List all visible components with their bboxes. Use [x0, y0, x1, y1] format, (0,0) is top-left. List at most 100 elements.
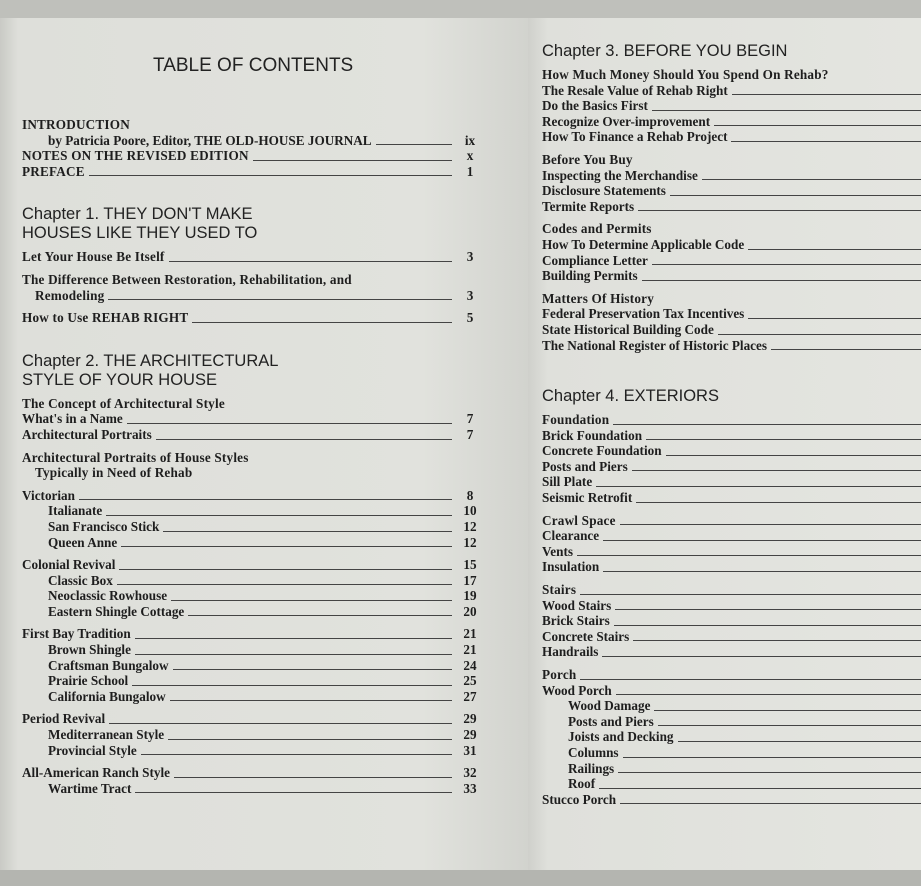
toc-entry: Inspecting the Merchandise — [542, 168, 921, 184]
entry-title: Typically in Need of Rehab — [35, 465, 193, 481]
leader-line — [602, 656, 921, 657]
toc-entry: Joists and Decking — [542, 729, 921, 745]
leader-line — [596, 486, 921, 488]
toc-entry: Roof — [542, 776, 921, 792]
entry-title: Disclosure Statements — [542, 183, 666, 199]
entry-title: Italianate — [48, 503, 103, 519]
page-number: 3 — [466, 287, 474, 303]
leader-line — [717, 333, 921, 335]
toc-entry: Compliance Letter — [542, 253, 921, 269]
entry-title: by Patricia Poore, Editor, THE OLD-HOUSE… — [48, 132, 372, 148]
leader-line — [615, 609, 921, 611]
leader-line — [109, 723, 452, 725]
page-number: 29 — [463, 727, 477, 743]
page-number: 31 — [463, 742, 477, 758]
toc-entry: Italianate 10 — [22, 503, 482, 519]
toc-entry: Before You Buy — [542, 152, 921, 168]
toc-entry: Recognize Over-improvement — [542, 114, 921, 130]
page-number: 27 — [463, 688, 477, 704]
entry-title: Brick Stairs — [542, 613, 610, 629]
leader-line — [580, 678, 921, 680]
toc-entry: Wood Stairs — [542, 598, 921, 614]
page-number: 12 — [463, 518, 477, 534]
toc-entry: Queen Anne 12 — [22, 535, 482, 551]
toc-entry: Crawl Space — [542, 513, 921, 529]
toc-entry: Architectural Portraits 7 — [22, 427, 482, 443]
toc-entry: How to Use REHAB RIGHT 5 — [22, 310, 482, 326]
chapter-heading: Chapter 1. THEY DON'T MAKE HOUSES LIKE T… — [22, 205, 258, 243]
entry-title: Railings — [568, 760, 615, 776]
entry-title: The Difference Between Restoration, Reha… — [22, 271, 352, 287]
toc-entry: Vents — [542, 544, 921, 560]
toc-entry: Let Your House Be Itself 3 — [22, 249, 482, 265]
entry-title: Victorian — [22, 487, 75, 503]
page-number: 24 — [463, 657, 477, 673]
entry-title: Clearance — [542, 528, 600, 544]
chapter-heading: Chapter 2. THE ARCHITECTURAL STYLE OF YO… — [22, 351, 279, 389]
entry-title: Insulation — [542, 559, 600, 575]
toc-entry: All-American Ranch Style 32 — [22, 765, 482, 781]
entry-title: Architectural Portraits — [22, 426, 152, 442]
page-number: 17 — [463, 572, 477, 588]
toc-entry: by Patricia Poore, Editor, THE OLD-HOUSE… — [22, 133, 482, 149]
leader-line — [599, 787, 921, 789]
leader-line — [651, 264, 921, 266]
leader-line — [188, 615, 452, 617]
leader-line — [651, 109, 921, 111]
page-number: 29 — [463, 711, 477, 727]
leader-line — [135, 792, 452, 794]
toc-entry: Posts and Piers — [542, 714, 921, 730]
leader-line — [119, 568, 452, 570]
entry-title: Prairie School — [48, 673, 129, 689]
toc-entry: Remodeling 3 — [22, 288, 482, 304]
entry-title: Vents — [542, 543, 574, 559]
toc-entry: State Historical Building Code — [542, 322, 921, 338]
toc-entry: Codes and Permits — [542, 221, 921, 237]
entry-title: Classic Box — [48, 572, 113, 588]
left-toc: INTRODUCTION by Patricia Poore, Editor, T… — [22, 117, 482, 796]
entry-title: San Francisco Stick — [48, 518, 160, 534]
entry-title: Concrete Stairs — [542, 628, 630, 644]
page-number: 33 — [463, 780, 477, 796]
page-number: 12 — [463, 534, 477, 550]
leader-line — [613, 624, 921, 626]
toc-entry: How To Finance a Rehab Project — [542, 129, 921, 145]
page-number: 1 — [466, 163, 474, 179]
chapter-heading: Chapter 4. EXTERIORS — [542, 387, 719, 406]
leader-line — [633, 640, 921, 642]
page-number: x — [466, 148, 474, 164]
entry-title: Craftsman Bungalow — [48, 657, 169, 673]
right-toc: Chapter 3. BEFORE YOU BEGIN How Much Mone… — [542, 42, 921, 807]
toc-entry: Do the Basics First — [542, 98, 921, 114]
toc-entry: Handrails — [542, 644, 921, 660]
leader-line — [172, 669, 452, 671]
entry-title: Roof — [568, 776, 596, 792]
toc-entry: San Francisco Stick 12 — [22, 519, 482, 535]
toc-entry: Seismic Retrofit — [542, 490, 921, 506]
page-number: 21 — [463, 642, 477, 658]
leader-line — [714, 125, 921, 127]
entry-title: Colonial Revival — [22, 557, 116, 573]
chapter-heading: Chapter 3. BEFORE YOU BEGIN — [542, 42, 788, 60]
entry-title: How to Use REHAB RIGHT — [22, 310, 189, 326]
toc-entry: Building Permits — [542, 268, 921, 284]
toc-entry: How To Determine Applicable Code — [542, 237, 921, 253]
toc-entry: Insulation — [542, 559, 921, 575]
toc-entry: The Resale Value of Rehab Right — [542, 83, 921, 99]
leader-line — [577, 555, 921, 557]
leader-line — [665, 454, 921, 456]
entry-title: Wood Damage — [568, 698, 651, 714]
entry-title: Porch — [542, 667, 577, 682]
entry-title: Termite Reports — [542, 198, 635, 214]
entry-title: First Bay Tradition — [22, 626, 131, 642]
entry-title: Matters Of History — [542, 290, 654, 306]
leader-line — [106, 514, 452, 516]
entry-title: The National Register of Historic Places — [542, 337, 767, 353]
toc-entry: What's in a Name 7 — [22, 411, 482, 427]
entry-title: Remodeling — [35, 287, 105, 303]
toc-entry: Period Revival 29 — [22, 711, 482, 727]
toc-entry: Stairs — [542, 582, 921, 598]
leader-line — [641, 279, 921, 281]
page-number: 7 — [466, 426, 474, 442]
leader-line — [126, 422, 452, 424]
